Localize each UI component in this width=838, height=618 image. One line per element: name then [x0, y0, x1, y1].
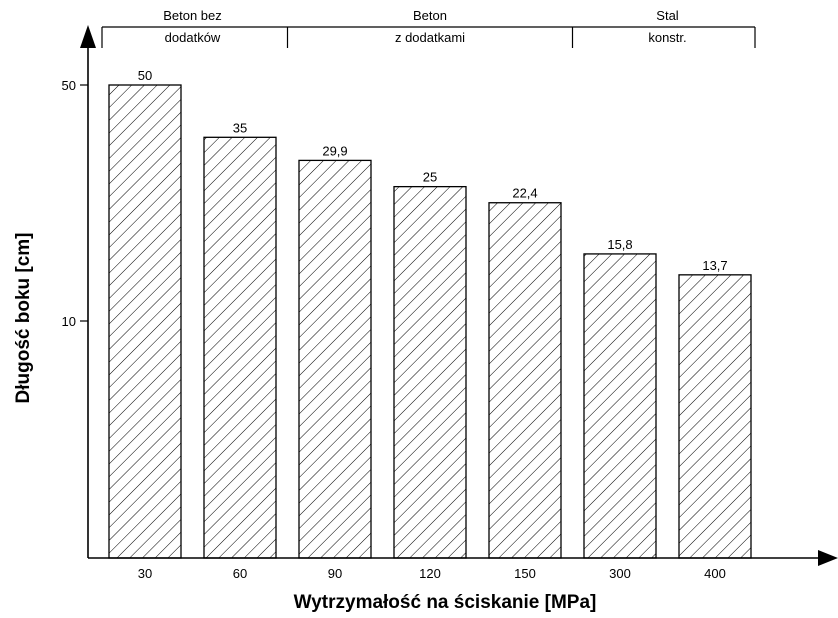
- x-tick-label: 300: [609, 566, 631, 581]
- bars: [108, 84, 752, 559]
- y-tick-label: 50: [62, 78, 76, 93]
- bar: [393, 185, 467, 559]
- y-tick-label: 10: [62, 314, 76, 329]
- data-labels: 50 35 29,9 25 22,4 15,8 13,7: [138, 68, 728, 273]
- x-axis-arrow-icon: [818, 550, 838, 566]
- group-label: Beton: [413, 8, 447, 23]
- bar: [583, 253, 657, 559]
- bar: [488, 202, 562, 559]
- x-tick-label: 150: [514, 566, 536, 581]
- y-ticks: 10 50: [62, 78, 88, 329]
- data-label: 22,4: [512, 186, 537, 201]
- x-tick-label: 60: [233, 566, 247, 581]
- x-tick-label: 30: [138, 566, 152, 581]
- group-label: z dodatkami: [395, 30, 465, 45]
- data-label: 50: [138, 68, 152, 83]
- x-axis-title: Wytrzymałość na ściskanie [MPa]: [294, 592, 597, 613]
- bar: [298, 159, 372, 559]
- group-dividers: [101, 27, 756, 48]
- x-tick-label: 90: [328, 566, 342, 581]
- data-label: 35: [233, 120, 247, 135]
- group-header: Beton bez dodatków Beton z dodatkami Stal kon…: [101, 8, 756, 48]
- bar: [108, 84, 182, 559]
- group-label: konstr.: [648, 30, 686, 45]
- bar: [678, 274, 752, 559]
- group-label: Stal: [656, 8, 679, 23]
- data-label: 13,7: [702, 258, 727, 273]
- y-axis-title: Długość boku [cm]: [13, 232, 34, 403]
- x-tick-labels: 30 60 90 120 150 300 400: [138, 566, 726, 581]
- x-tick-label: 120: [419, 566, 441, 581]
- group-labels: Beton bez dodatków Beton z dodatkami Stal kon…: [163, 8, 686, 45]
- group-label: dodatków: [165, 30, 221, 45]
- bar: [203, 136, 277, 559]
- data-label: 15,8: [607, 237, 632, 252]
- x-tick-label: 400: [704, 566, 726, 581]
- data-label: 29,9: [322, 143, 347, 158]
- data-label: 25: [423, 170, 437, 185]
- y-axis-arrow-icon: [80, 25, 96, 48]
- group-label: Beton bez: [163, 8, 222, 23]
